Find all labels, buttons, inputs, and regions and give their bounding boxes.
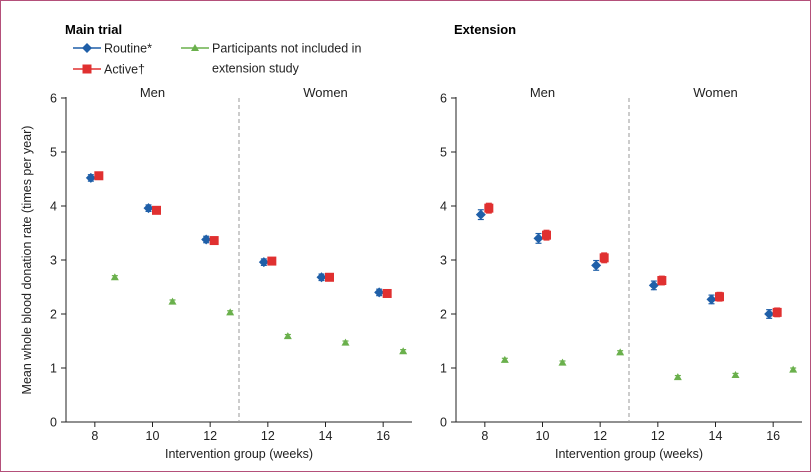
data-point-triangle (500, 355, 509, 363)
x-tick-label: 12 (261, 429, 275, 443)
y-tick-label: 3 (50, 254, 57, 268)
data-point-square (382, 288, 392, 298)
y-tick-label: 5 (50, 146, 57, 160)
group-label: Men (530, 85, 555, 100)
legend-marker-diamond (82, 43, 92, 53)
legend-label-line: extension study (212, 62, 300, 76)
data-point-diamond (648, 280, 659, 291)
data-point-diamond (374, 287, 385, 298)
legend-label: Active† (104, 63, 145, 77)
x-tick-label: 10 (146, 429, 160, 443)
y-tick-label: 2 (440, 308, 447, 322)
data-point-triangle (789, 365, 798, 373)
legend-label-line: Participants not included in (212, 42, 361, 56)
y-axis-label: Mean whole blood donation rate (times pe… (20, 126, 34, 395)
x-tick-label: 8 (481, 429, 488, 443)
x-tick-label: 12 (651, 429, 665, 443)
y-tick-label: 2 (50, 308, 57, 322)
data-point-diamond (475, 209, 486, 220)
group-label: Women (303, 85, 348, 100)
data-point-square (599, 253, 609, 263)
data-point-triangle (399, 347, 408, 355)
data-point-triangle (110, 273, 119, 281)
group-label: Men (140, 85, 165, 100)
legend-label: Participants not included in extension st… (212, 42, 361, 76)
data-point-diamond (201, 234, 212, 245)
data-point-triangle (341, 338, 350, 346)
data-point-square (94, 171, 104, 181)
legend-label: Routine* (104, 42, 152, 56)
x-tick-label: 12 (203, 429, 217, 443)
data-point-diamond (143, 203, 154, 214)
x-tick-label: 14 (709, 429, 723, 443)
x-axis-label: Intervention group (weeks) (555, 447, 703, 461)
x-tick-label: 14 (319, 429, 333, 443)
y-tick-label: 1 (50, 362, 57, 376)
y-tick-label: 0 (440, 416, 447, 430)
data-point-square (772, 307, 782, 317)
data-point-square (209, 236, 219, 246)
legend-marker-square (82, 64, 92, 74)
y-tick-label: 3 (440, 254, 447, 268)
data-point-square (325, 272, 334, 282)
data-point-triangle (168, 297, 177, 305)
data-point-square (152, 205, 161, 215)
data-point-diamond (764, 309, 775, 319)
data-point-diamond (316, 272, 327, 283)
x-tick-label: 8 (91, 429, 98, 443)
data-point-triangle (673, 373, 682, 381)
y-tick-label: 1 (440, 362, 447, 376)
data-point-diamond (591, 260, 602, 271)
x-tick-label: 16 (376, 429, 390, 443)
y-tick-label: 4 (50, 200, 57, 214)
panel-title: Extension (454, 22, 516, 37)
y-tick-label: 4 (440, 200, 447, 214)
data-point-square (657, 276, 667, 286)
data-point-diamond (85, 172, 96, 183)
group-label: Women (693, 85, 738, 100)
data-point-square (542, 230, 551, 240)
data-point-square (715, 292, 724, 302)
panel-title: Main trial (65, 22, 122, 37)
data-point-diamond (258, 257, 269, 268)
data-point-square (484, 203, 494, 213)
legend-marker-triangle (191, 44, 199, 51)
y-tick-label: 0 (50, 416, 57, 430)
y-tick-label: 6 (440, 92, 447, 106)
x-tick-label: 10 (536, 429, 550, 443)
x-axis-label: Intervention group (weeks) (165, 447, 313, 461)
x-tick-label: 16 (766, 429, 780, 443)
data-point-diamond (706, 294, 717, 305)
data-point-triangle (731, 371, 740, 379)
data-point-triangle (616, 348, 625, 356)
data-point-triangle (558, 358, 567, 366)
y-tick-label: 6 (50, 92, 57, 106)
data-point-triangle (283, 332, 292, 340)
data-point-square (267, 256, 277, 266)
data-point-diamond (533, 233, 544, 244)
x-tick-label: 12 (593, 429, 607, 443)
y-tick-label: 5 (440, 146, 447, 160)
data-point-triangle (226, 308, 235, 316)
